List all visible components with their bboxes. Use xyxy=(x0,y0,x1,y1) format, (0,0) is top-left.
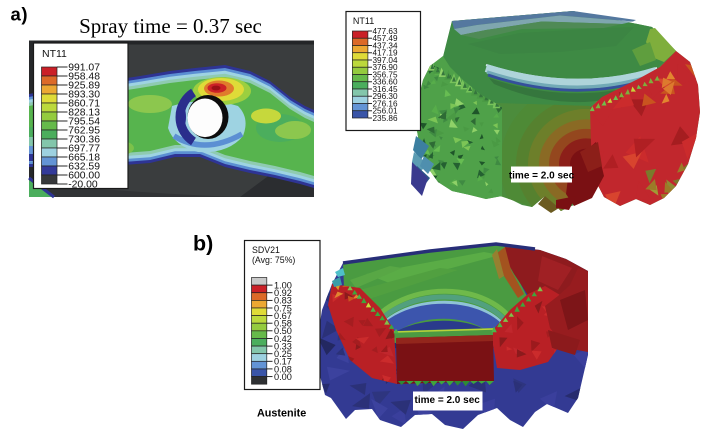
svg-text:0.17: 0.17 xyxy=(274,357,292,367)
svg-text:time = 2.0 sec: time = 2.0 sec xyxy=(509,171,575,182)
svg-text:397.04: 397.04 xyxy=(373,56,398,65)
svg-text:925.89: 925.89 xyxy=(68,81,100,92)
svg-text:356.75: 356.75 xyxy=(373,70,398,79)
svg-text:376.90: 376.90 xyxy=(373,63,398,72)
svg-text:316.45: 316.45 xyxy=(373,85,398,94)
svg-text:0.67: 0.67 xyxy=(274,311,292,321)
svg-text:893.30: 893.30 xyxy=(68,90,100,101)
svg-text:600.00: 600.00 xyxy=(68,171,100,182)
svg-text:437.34: 437.34 xyxy=(373,41,398,50)
svg-text:0.83: 0.83 xyxy=(274,296,292,306)
svg-text:276.16: 276.16 xyxy=(373,99,398,108)
svg-text:0.50: 0.50 xyxy=(274,326,292,336)
svg-text:SDV21: SDV21 xyxy=(252,245,280,255)
svg-text:0.75: 0.75 xyxy=(274,303,292,313)
svg-text:795.54: 795.54 xyxy=(68,117,100,128)
svg-text:235.86: 235.86 xyxy=(373,114,398,123)
svg-text:665.18: 665.18 xyxy=(68,153,100,164)
svg-text:762.95: 762.95 xyxy=(68,126,100,137)
svg-text:-20.00: -20.00 xyxy=(68,180,98,191)
svg-text:860.71: 860.71 xyxy=(68,99,100,110)
svg-text:828.13: 828.13 xyxy=(68,108,100,119)
svg-text:256.01: 256.01 xyxy=(373,107,398,116)
svg-text:417.19: 417.19 xyxy=(373,49,398,58)
svg-text:730.36: 730.36 xyxy=(68,135,100,146)
svg-text:0.25: 0.25 xyxy=(274,349,292,359)
svg-text:0.42: 0.42 xyxy=(274,334,292,344)
svg-text:0.33: 0.33 xyxy=(274,341,292,351)
svg-text:0.92: 0.92 xyxy=(274,288,292,298)
svg-text:0.00: 0.00 xyxy=(274,372,292,382)
svg-text:697.77: 697.77 xyxy=(68,144,100,155)
svg-text:0.08: 0.08 xyxy=(274,364,292,374)
svg-text:632.59: 632.59 xyxy=(68,162,100,173)
svg-text:time = 2.0 sec: time = 2.0 sec xyxy=(415,395,481,406)
svg-text:0.58: 0.58 xyxy=(274,319,292,329)
svg-text:991.07: 991.07 xyxy=(68,63,100,74)
svg-text:(Avg: 75%): (Avg: 75%) xyxy=(252,255,295,265)
svg-text:a): a) xyxy=(11,4,29,25)
svg-text:958.48: 958.48 xyxy=(68,72,100,83)
svg-text:NT11: NT11 xyxy=(42,48,67,60)
svg-text:296.30: 296.30 xyxy=(373,92,398,101)
svg-text:336.60: 336.60 xyxy=(373,78,398,87)
svg-text:b): b) xyxy=(193,232,213,256)
svg-text:1.00: 1.00 xyxy=(274,280,292,290)
svg-text:457.49: 457.49 xyxy=(373,34,398,43)
svg-text:Spray time = 0.37 sec: Spray time = 0.37 sec xyxy=(79,14,262,38)
svg-text:Austenite: Austenite xyxy=(257,408,306,420)
svg-text:477.63: 477.63 xyxy=(373,27,398,36)
svg-text:NT11: NT11 xyxy=(353,16,374,26)
